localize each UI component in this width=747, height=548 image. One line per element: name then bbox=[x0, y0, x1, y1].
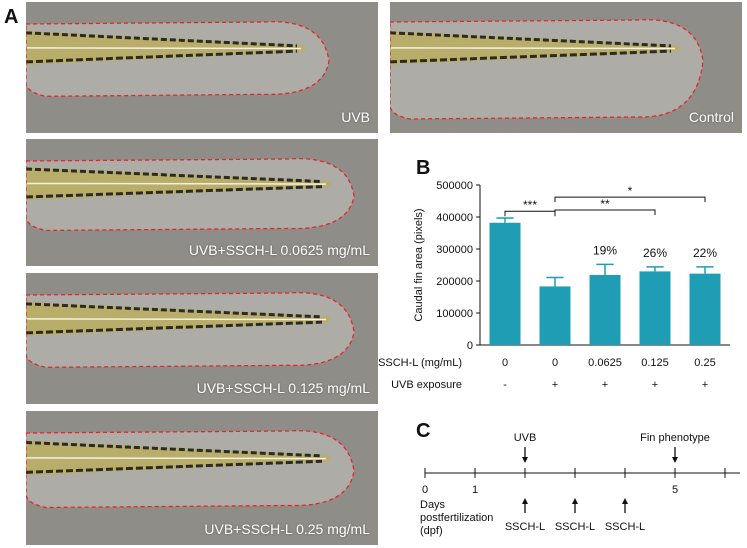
bar bbox=[689, 273, 721, 345]
ssch-dose-row-label: SSCH-L (mg/mL) bbox=[378, 357, 462, 369]
notochord-line bbox=[26, 182, 327, 185]
photo-caption: UVB bbox=[341, 109, 370, 125]
notochord-line bbox=[26, 47, 302, 50]
arrow-head bbox=[522, 457, 528, 463]
y-tick-label: 100000 bbox=[436, 308, 473, 320]
timeline-tick-label: 0 bbox=[422, 484, 428, 496]
pigment-stripe bbox=[26, 49, 298, 64]
bar bbox=[589, 274, 621, 345]
fin-photo-uvb-ssch-0-125: UVB+SSCH-L 0.125 mg/mL bbox=[26, 273, 378, 404]
experiment-timeline: 0 1 5 UVB Fin phenotype SSCH-L SSCH-L SSCH-L Day… bbox=[420, 432, 740, 537]
pigment-stripe bbox=[26, 302, 323, 319]
uvb-exposure-value: - bbox=[503, 379, 507, 391]
timeline-event-above-label: Fin phenotype bbox=[640, 432, 710, 444]
significance-bracket bbox=[554, 209, 656, 215]
arrow-head bbox=[672, 457, 678, 463]
dose-tick-label: 0 bbox=[502, 357, 508, 369]
significance-label: *** bbox=[523, 198, 537, 212]
y-axis-label: Caudal fin area (pixels) bbox=[413, 208, 425, 321]
pigment-stripe bbox=[390, 49, 672, 64]
y-tick-label: 400000 bbox=[436, 212, 473, 224]
uvb-exposure-value: + bbox=[702, 379, 708, 391]
pigment-stripe bbox=[26, 320, 323, 335]
panel-b-label: B bbox=[416, 157, 431, 179]
pigment-stripe bbox=[26, 440, 323, 458]
y-tick-label: 300000 bbox=[436, 244, 473, 256]
percent-label: 26% bbox=[643, 246, 667, 260]
pigment-stripe bbox=[26, 31, 298, 48]
panel-c-label: C bbox=[416, 420, 431, 442]
dose-tick-label: 0.25 bbox=[694, 357, 715, 369]
bar bbox=[539, 286, 571, 345]
bar bbox=[489, 222, 521, 345]
fin-photo-uvb-ssch-0-25: UVB+SSCH-L 0.25 mg/mL bbox=[26, 411, 378, 545]
fin-outline bbox=[26, 21, 330, 97]
pigment-stripe bbox=[26, 459, 323, 474]
notochord-line bbox=[390, 47, 676, 50]
arrow-head bbox=[622, 498, 628, 504]
significance-bracket bbox=[554, 196, 706, 203]
uvb-exposure-value: + bbox=[602, 379, 608, 391]
panel-a-label: A bbox=[4, 6, 19, 28]
arrow-head bbox=[522, 498, 528, 504]
dose-tick-label: 0.0625 bbox=[588, 357, 622, 369]
significance-label: * bbox=[628, 184, 633, 198]
timeline-tick-label: 1 bbox=[472, 484, 478, 496]
percent-label: 22% bbox=[693, 246, 717, 260]
photo-caption: UVB+SSCH-L 0.125 mg/mL bbox=[196, 380, 370, 396]
timeline-axis-label: (dpf) bbox=[420, 525, 443, 537]
pigment-stripe bbox=[26, 185, 323, 199]
zebrafish-tail-image bbox=[26, 139, 378, 266]
caudal-fin-area-chart: 0 100000 200000 300000 400000 500000 Caudal fi… bbox=[378, 180, 730, 391]
percent-label: 19% bbox=[593, 243, 617, 257]
timeline-axis-label: Days bbox=[420, 499, 446, 511]
photo-caption: Control bbox=[688, 109, 734, 125]
uvb-exposure-value: + bbox=[652, 379, 658, 391]
fin-outline bbox=[26, 158, 355, 232]
zebrafish-tail-image bbox=[26, 273, 378, 404]
timeline-tick-label: 5 bbox=[672, 484, 678, 496]
uvb-exposure-row-label: UVB exposure bbox=[391, 379, 462, 391]
significance-label: ** bbox=[600, 197, 610, 211]
fin-photo-uvb: UVB bbox=[26, 2, 378, 133]
pigment-stripe bbox=[26, 167, 323, 184]
fin-photo-uvb-ssch-0-0625: UVB+SSCH-L 0.0625 mg/mL bbox=[26, 139, 378, 266]
y-tick-label: 200000 bbox=[436, 276, 473, 288]
dose-tick-label: 0.125 bbox=[641, 357, 669, 369]
zebrafish-tail-image bbox=[26, 411, 378, 545]
dose-tick-label: 0 bbox=[552, 357, 558, 369]
zebrafish-tail-image bbox=[26, 2, 378, 133]
bar bbox=[639, 271, 671, 345]
notochord-line bbox=[26, 318, 327, 321]
y-tick-label: 0 bbox=[467, 340, 473, 352]
pigment-stripe bbox=[390, 31, 672, 48]
uvb-exposure-value: + bbox=[552, 379, 558, 391]
arrow-head bbox=[572, 498, 578, 504]
timeline-event-above-label: UVB bbox=[514, 432, 537, 444]
fin-outline bbox=[26, 430, 355, 509]
fin-photo-control: Control bbox=[390, 2, 742, 133]
fin-outline bbox=[26, 292, 355, 368]
timeline-event-below-label: SSCH-L bbox=[605, 521, 645, 533]
timeline-axis-label: postfertilization bbox=[420, 512, 493, 524]
y-tick-label: 500000 bbox=[436, 180, 473, 192]
zebrafish-tail-image bbox=[390, 2, 742, 133]
photo-caption: UVB+SSCH-L 0.0625 mg/mL bbox=[188, 242, 370, 258]
timeline-event-below-label: SSCH-L bbox=[505, 521, 545, 533]
timeline-event-below-label: SSCH-L bbox=[555, 521, 595, 533]
notochord-line bbox=[26, 457, 327, 460]
photo-caption: UVB+SSCH-L 0.25 mg/mL bbox=[204, 521, 370, 537]
fin-outline bbox=[390, 19, 704, 120]
